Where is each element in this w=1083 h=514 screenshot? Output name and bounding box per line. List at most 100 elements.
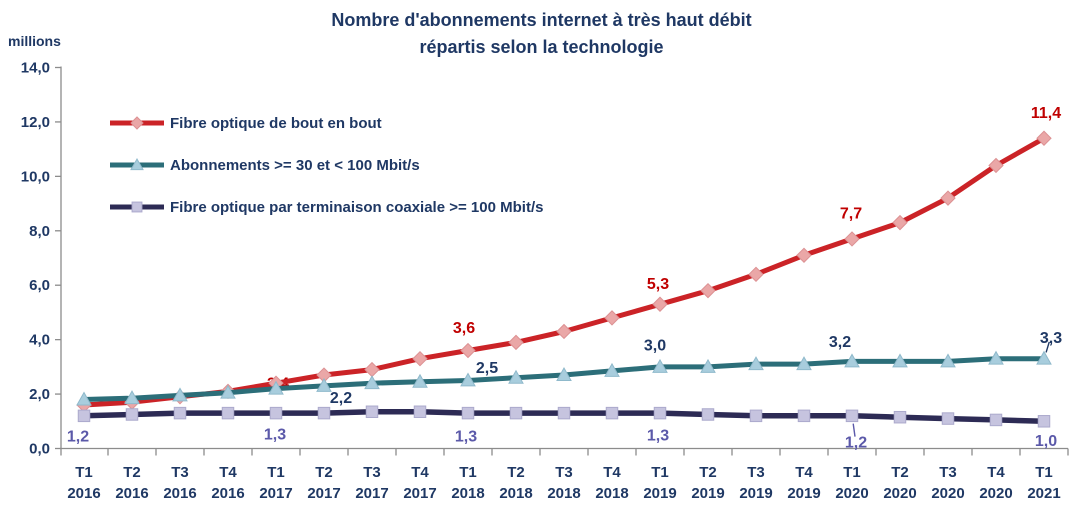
square-marker <box>653 406 667 420</box>
square-marker <box>893 410 907 424</box>
x-tick-label-year: 2017 <box>307 485 340 502</box>
x-tick-label-year: 2020 <box>883 485 916 502</box>
x-tick-label-year: 2019 <box>739 485 772 502</box>
diamond-marker <box>460 342 476 359</box>
diamond-marker <box>748 266 764 283</box>
y-tick-label: 6,0 <box>29 277 50 294</box>
triangle-marker <box>748 356 764 371</box>
y-tick-label: 14,0 <box>21 60 50 77</box>
x-tick-label-quarter: T2 <box>123 464 141 481</box>
x-tick-label-quarter: T1 <box>651 464 669 481</box>
diamond-marker <box>604 310 620 326</box>
triangle-marker <box>988 350 1004 365</box>
legend-line-diamond-sample <box>110 116 164 130</box>
x-tick-label-quarter: T4 <box>603 464 621 481</box>
chart-title-line1: Nombre d'abonnements internet à très hau… <box>331 10 752 30</box>
x-tick-label-year: 2018 <box>595 485 628 502</box>
legend-label: Abonnements >= 30 et < 100 Mbit/s <box>170 156 420 174</box>
square-marker <box>413 405 427 419</box>
legend-item-terminaison-coaxiale: Fibre optique par terminaison coaxiale >… <box>108 194 543 220</box>
square-marker <box>605 406 619 420</box>
triangle-marker <box>796 356 812 371</box>
y-axis-unit-label: millions <box>8 33 61 49</box>
x-tick-label-quarter: T4 <box>411 464 429 481</box>
diamond-marker <box>652 296 668 312</box>
data-label: 2,5 <box>476 360 498 377</box>
triangle-marker <box>172 387 188 402</box>
diamond-marker <box>892 214 908 231</box>
square-marker <box>173 406 187 420</box>
triangle-marker <box>124 390 140 405</box>
diamond-marker <box>940 190 956 206</box>
x-tick-label-quarter: T3 <box>171 464 189 481</box>
triangle-marker <box>460 372 476 387</box>
x-tick-label-quarter: T1 <box>843 464 861 481</box>
square-marker <box>131 201 143 213</box>
x-tick-label-year: 2017 <box>355 485 388 502</box>
x-tick-label-year: 2019 <box>691 485 724 502</box>
x-tick-label-quarter: T1 <box>459 464 477 481</box>
diamond-marker <box>316 367 332 383</box>
x-tick-label-year: 2020 <box>931 485 964 502</box>
data-label: 1,2 <box>67 428 89 445</box>
triangle-marker <box>652 358 668 373</box>
triangle-marker <box>508 369 524 384</box>
square-marker <box>509 406 523 420</box>
x-tick-label-year: 2020 <box>835 485 868 502</box>
data-label: 3,0 <box>644 337 666 354</box>
square-marker <box>269 406 283 420</box>
data-label: 5,3 <box>647 276 669 293</box>
triangle-marker <box>316 377 332 392</box>
triangle-marker <box>76 391 92 406</box>
x-tick-label-year: 2019 <box>787 485 820 502</box>
data-label-leader <box>1045 341 1050 353</box>
legend-item-abonnements-30-100: Abonnements >= 30 et < 100 Mbit/s <box>108 152 543 178</box>
x-tick-label-quarter: T4 <box>987 464 1005 481</box>
triangle-marker <box>556 367 572 381</box>
square-marker <box>845 409 859 423</box>
diamond-marker <box>796 247 812 263</box>
x-tick-label-quarter: T4 <box>219 464 237 481</box>
x-tick-label-quarter: T1 <box>1035 464 1053 481</box>
legend-label: Fibre optique par terminaison coaxiale >… <box>170 198 544 216</box>
x-tick-label-year: 2019 <box>643 485 676 502</box>
x-tick-label-year: 2018 <box>547 485 580 502</box>
square-marker <box>701 408 715 421</box>
data-labels: 3,6 5,3 7,7 11,4 2,2 2,5 3,0 3,2 3,3 1,2 1,3 1,3 1,3… <box>67 105 1062 452</box>
legend-line-square-sample <box>110 201 164 213</box>
data-label: 1,0 <box>1035 433 1057 450</box>
x-tick-label-quarter: T3 <box>555 464 573 481</box>
triangle-marker <box>844 353 860 368</box>
data-label: 3,6 <box>453 320 475 337</box>
x-tick-label-year: 2016 <box>163 485 196 502</box>
triangle-marker <box>268 380 284 395</box>
y-tick-label: 0,0 <box>29 441 50 458</box>
square-marker <box>77 409 91 423</box>
data-label: 3,3 <box>1040 330 1062 347</box>
square-marker <box>317 406 331 420</box>
triangle-marker <box>892 353 908 368</box>
square-marker <box>989 413 1003 427</box>
x-tick-labels: T1 2016 T2 2016 T3 2016 T4 2016 T1 2017 T2 2017 T3 20… <box>67 464 1060 502</box>
x-tick-label-quarter: T2 <box>315 464 333 481</box>
square-marker <box>461 406 475 420</box>
axes <box>55 66 1069 456</box>
series-abonnements-30-100 <box>76 350 1052 406</box>
triangle-marker <box>700 358 716 373</box>
triangle-marker <box>412 373 428 388</box>
x-tick-label-quarter: T2 <box>891 464 909 481</box>
y-tick-label: 10,0 <box>21 168 50 185</box>
data-label: 1,3 <box>647 428 669 445</box>
square-marker <box>365 405 379 419</box>
square-marker <box>1037 415 1051 428</box>
chart-title: Nombre d'abonnements internet à très hau… <box>0 7 1083 61</box>
chart-title-line2: répartis selon la technologie <box>419 37 664 57</box>
diamond-marker <box>364 361 380 378</box>
diamond-marker <box>844 231 860 247</box>
legend-label: Fibre optique de bout en bout <box>170 114 382 132</box>
x-tick-label-quarter: T1 <box>75 464 93 481</box>
diamond-marker <box>1036 130 1052 146</box>
x-tick-label-year: 2016 <box>211 485 244 502</box>
square-marker <box>941 412 955 425</box>
